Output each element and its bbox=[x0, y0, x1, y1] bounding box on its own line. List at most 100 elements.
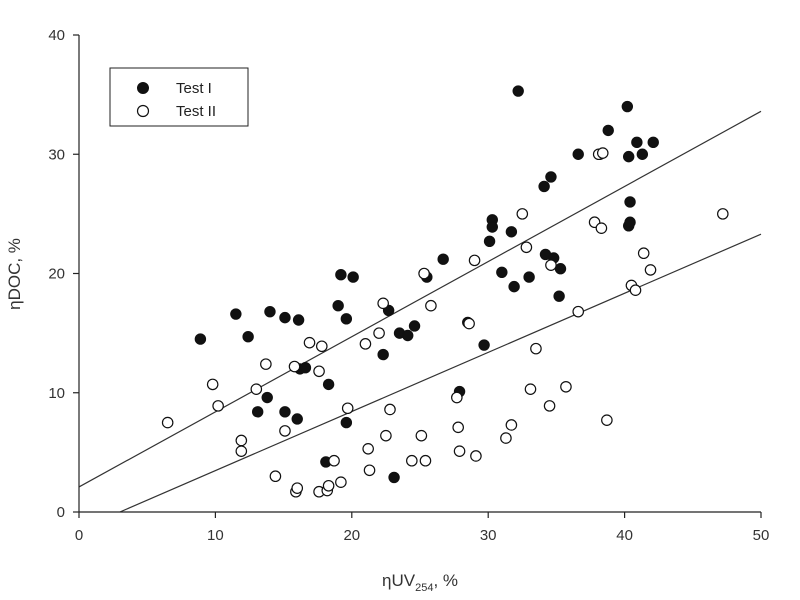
point-test-i bbox=[572, 148, 584, 160]
point-test-ii bbox=[235, 445, 248, 457]
point-test-i bbox=[496, 266, 508, 279]
point-test-ii bbox=[595, 222, 608, 234]
point-test-ii bbox=[644, 264, 657, 276]
point-test-i bbox=[261, 391, 273, 404]
y-tick-label: 0 bbox=[57, 504, 65, 521]
x-tick-label: 10 bbox=[207, 527, 224, 544]
point-test-i bbox=[647, 136, 659, 149]
point-test-ii bbox=[418, 267, 430, 280]
x-tick-label: 0 bbox=[75, 527, 83, 544]
y-tick-label: 10 bbox=[48, 385, 65, 402]
point-test-ii bbox=[279, 425, 291, 437]
point-test-ii bbox=[322, 479, 335, 492]
y-tick-label: 30 bbox=[48, 146, 65, 163]
point-test-ii bbox=[545, 259, 557, 271]
point-test-i bbox=[279, 311, 291, 324]
y-tick-label: 40 bbox=[48, 27, 65, 44]
point-test-ii bbox=[315, 340, 328, 353]
point-test-ii bbox=[415, 429, 428, 442]
point-test-ii bbox=[596, 147, 609, 159]
point-test-ii bbox=[468, 254, 481, 267]
y-tick-label: 20 bbox=[48, 266, 65, 283]
point-test-i bbox=[388, 471, 400, 484]
point-test-ii bbox=[629, 284, 642, 296]
point-test-ii bbox=[524, 383, 537, 395]
point-test-i bbox=[483, 235, 496, 248]
point-test-i bbox=[437, 253, 449, 265]
point-test-ii bbox=[463, 317, 475, 330]
point-test-i bbox=[322, 378, 335, 391]
point-test-i bbox=[624, 216, 636, 228]
point-test-i bbox=[621, 100, 634, 113]
point-test-ii bbox=[530, 342, 542, 355]
point-test-ii bbox=[313, 365, 325, 378]
point-test-ii bbox=[425, 299, 437, 312]
x-axis-label: ηUV254, % bbox=[382, 571, 458, 594]
point-test-i bbox=[230, 308, 242, 320]
fit-line-test-ii bbox=[119, 233, 762, 513]
point-test-ii bbox=[452, 421, 464, 434]
point-test-i bbox=[340, 313, 353, 325]
point-test-i bbox=[538, 180, 550, 193]
point-test-i bbox=[291, 413, 303, 425]
point-test-i bbox=[279, 406, 291, 418]
x-tick-label: 50 bbox=[753, 527, 770, 544]
point-test-i bbox=[292, 314, 305, 326]
point-test-ii bbox=[161, 416, 174, 429]
point-test-ii bbox=[373, 327, 385, 339]
point-test-i bbox=[332, 299, 344, 312]
legend-box bbox=[109, 67, 249, 127]
point-test-i bbox=[335, 268, 347, 281]
point-test-i bbox=[505, 226, 518, 238]
point-test-ii bbox=[303, 336, 316, 349]
point-test-ii bbox=[250, 383, 263, 395]
point-test-i bbox=[602, 124, 614, 137]
point-test-i bbox=[545, 171, 557, 183]
point-test-ii bbox=[359, 338, 372, 350]
y-axis-label: ηDOC, % bbox=[5, 238, 24, 310]
point-test-i bbox=[299, 362, 312, 374]
point-test-i bbox=[512, 85, 524, 97]
point-test-ii bbox=[328, 454, 340, 467]
point-test-ii bbox=[362, 442, 374, 455]
point-test-ii bbox=[717, 208, 729, 220]
x-axis-label-subscript: 254 bbox=[415, 582, 433, 594]
x-axis-label-unit: , % bbox=[433, 571, 458, 590]
point-test-ii bbox=[543, 400, 556, 412]
point-test-ii bbox=[260, 358, 272, 370]
legend-label-test-ii: Test II bbox=[176, 103, 216, 120]
point-test-i bbox=[402, 329, 414, 342]
fit-line-test-i bbox=[78, 110, 762, 488]
point-test-ii bbox=[206, 378, 219, 391]
point-test-i bbox=[194, 333, 207, 345]
point-test-ii bbox=[560, 380, 572, 393]
point-test-i bbox=[622, 150, 635, 163]
point-test-ii bbox=[341, 402, 354, 415]
point-test-ii bbox=[419, 454, 432, 467]
point-test-ii bbox=[601, 414, 613, 426]
point-test-ii bbox=[637, 247, 650, 260]
point-test-ii bbox=[516, 208, 529, 220]
point-test-i bbox=[486, 221, 498, 233]
point-test-i bbox=[408, 320, 421, 332]
point-test-i bbox=[554, 263, 567, 275]
point-test-ii bbox=[269, 470, 282, 483]
data-points bbox=[161, 85, 729, 498]
point-test-i bbox=[264, 305, 276, 318]
legend: Test I Test II bbox=[109, 67, 249, 127]
legend-marker-test-i bbox=[137, 82, 149, 94]
point-test-ii bbox=[380, 429, 392, 442]
fit-lines bbox=[78, 110, 762, 513]
point-test-ii bbox=[212, 400, 224, 412]
point-test-ii bbox=[453, 445, 466, 457]
point-test-i bbox=[242, 331, 254, 343]
point-test-i bbox=[508, 280, 520, 293]
point-test-ii bbox=[288, 360, 301, 373]
point-test-ii bbox=[451, 391, 463, 404]
x-ticks: 0 10 20 30 40 50 bbox=[75, 512, 770, 544]
x-tick-label: 30 bbox=[480, 527, 497, 544]
legend-marker-test-ii bbox=[136, 104, 150, 118]
point-test-i bbox=[553, 290, 565, 302]
point-test-ii bbox=[291, 482, 304, 494]
